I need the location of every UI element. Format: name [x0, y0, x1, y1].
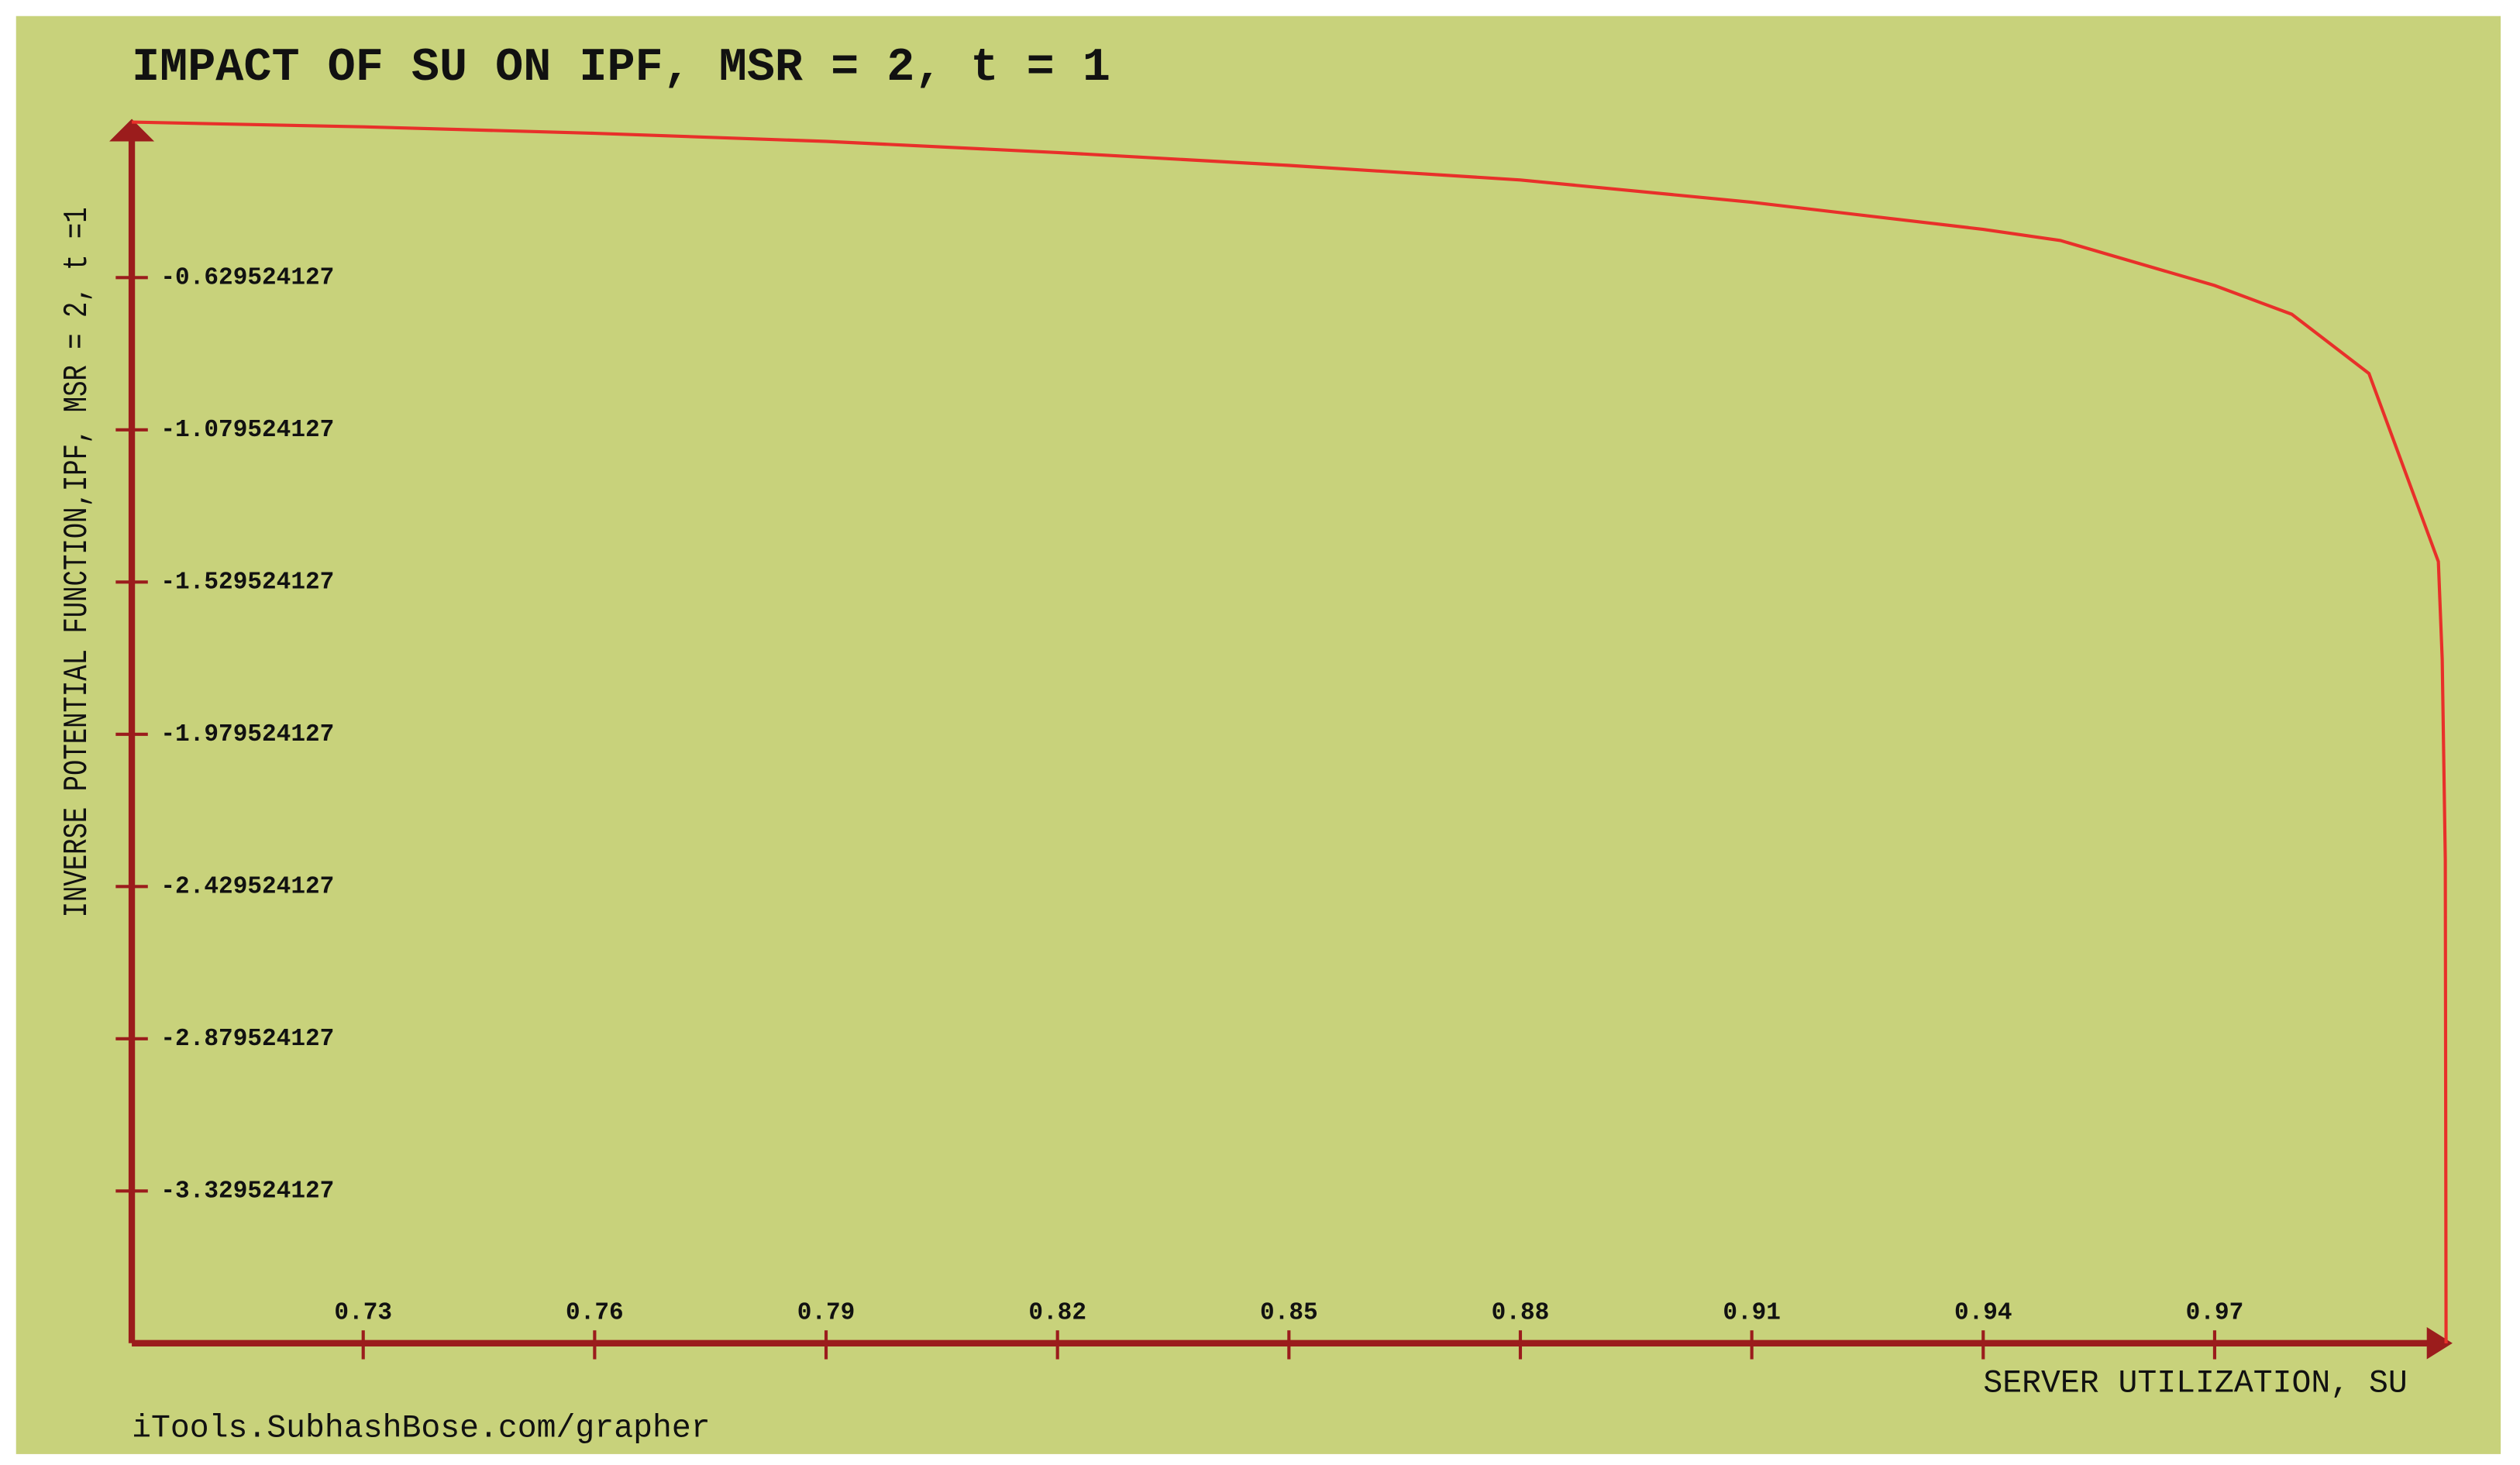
y-tick-label: -3.329524127 [160, 1178, 334, 1205]
x-tick-label: 0.94 [1954, 1300, 2012, 1327]
x-axis-arrow [2426, 1327, 2453, 1360]
x-tick-label: 0.76 [566, 1300, 624, 1327]
chart-title: IMPACT OF SU ON IPF, MSR = 2, t = 1 [132, 42, 1110, 95]
data-line [132, 120, 2448, 1344]
x-tick-label: 0.97 [2186, 1300, 2244, 1327]
y-axis-label: INVERSE POTENTIAL FUNCTION,IPF, MSR = 2,… [57, 207, 96, 917]
axes [109, 119, 2453, 1360]
y-tick-label: -0.629524127 [160, 264, 334, 291]
x-axis-label: SERVER UTILIZATION, SU [1983, 1366, 2407, 1402]
x-tick-label: 0.91 [1723, 1300, 1781, 1327]
y-tick-label: -1.979524127 [160, 721, 334, 748]
y-tick-label: -2.429524127 [160, 874, 334, 901]
x-tick-label: 0.85 [1260, 1300, 1318, 1327]
x-tick-label: 0.73 [334, 1300, 392, 1327]
x-tick-label: 0.88 [1492, 1300, 1550, 1327]
y-axis-arrow [109, 119, 155, 142]
y-tick-label: -1.079524127 [160, 417, 334, 444]
y-tick-label: -2.879524127 [160, 1026, 334, 1053]
x-tick-label: 0.79 [797, 1300, 855, 1327]
y-tick-label: -1.529524127 [160, 569, 334, 596]
plot-background [15, 15, 2501, 1454]
footer: iTools.SubhashBose.com/grapher [132, 1411, 711, 1447]
x-tick-label: 0.82 [1028, 1300, 1086, 1327]
